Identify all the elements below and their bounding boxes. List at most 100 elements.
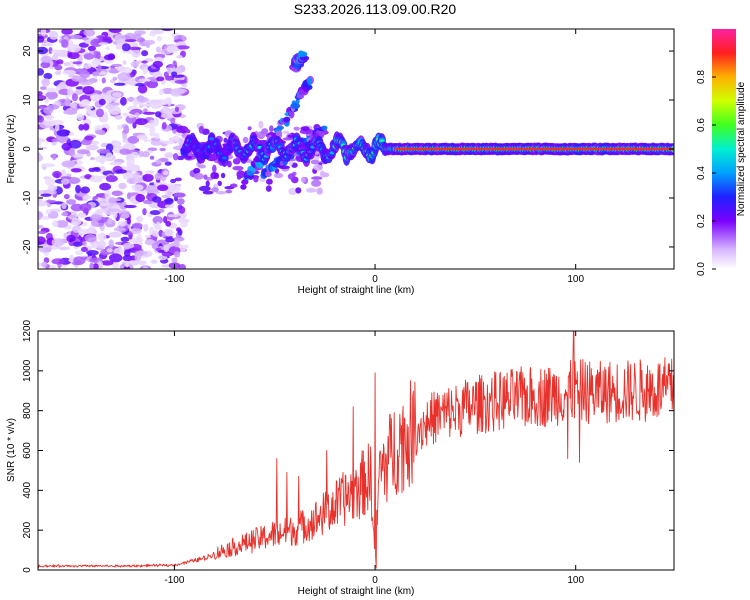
spectrogram-cell bbox=[131, 49, 141, 58]
spectrogram-cell bbox=[132, 172, 141, 179]
spectrogram-cell bbox=[66, 234, 76, 243]
spectrogram-cell bbox=[236, 175, 242, 180]
spectrogram-cell bbox=[163, 244, 169, 253]
spectrogram-cell bbox=[323, 129, 328, 135]
spectrogram-cell bbox=[165, 97, 172, 103]
spectrogram-cell bbox=[143, 124, 156, 128]
spectrogram-cell bbox=[38, 225, 44, 229]
spectrogram-cell bbox=[156, 76, 165, 82]
spectrogram-cell bbox=[153, 117, 159, 126]
x-tick-label: -100 bbox=[164, 575, 184, 586]
spectrogram-cell bbox=[83, 53, 95, 60]
spectrogram-cell bbox=[40, 86, 47, 90]
spectrogram-cell bbox=[98, 98, 106, 106]
spectrogram-cell bbox=[107, 208, 121, 212]
spectrogram-cell bbox=[164, 204, 174, 209]
spectrogram-cell bbox=[319, 170, 325, 177]
spectrogram-cell bbox=[379, 139, 385, 143]
spectrogram-cell bbox=[88, 50, 95, 54]
spectrogram-cell bbox=[61, 202, 67, 210]
spectrogram-cell bbox=[295, 98, 300, 105]
spectrogram-cell bbox=[122, 60, 127, 65]
spectrogram-cell bbox=[159, 147, 166, 152]
spectrogram-cell bbox=[38, 91, 43, 96]
spectrogram-cell bbox=[105, 175, 118, 183]
spectrogram-cell bbox=[149, 155, 155, 160]
spectrogram-cell bbox=[38, 236, 46, 245]
spectrogram-cell bbox=[155, 111, 162, 118]
spectrogram-cell bbox=[211, 187, 219, 193]
spectrogram-cell bbox=[78, 124, 84, 131]
spectrogram-cell bbox=[70, 168, 82, 173]
spectrogram-cell bbox=[93, 50, 99, 59]
spectrogram-cell bbox=[51, 258, 65, 265]
spectrogram-cell bbox=[143, 108, 148, 113]
spectrogram-cell bbox=[131, 184, 144, 191]
snr-line bbox=[38, 331, 674, 569]
spectrogram-cell bbox=[79, 203, 92, 212]
spectrogram-cell bbox=[276, 125, 285, 130]
spectrogram-cell bbox=[167, 64, 175, 68]
colorbar-ticks: 0.0 0.2 0.4 0.6 0.8 bbox=[696, 70, 716, 276]
spectrogram-cell bbox=[148, 99, 162, 104]
spectrogram-cell bbox=[258, 120, 264, 129]
spectrogram-cell bbox=[73, 256, 86, 265]
y-tick-label: 400 bbox=[22, 482, 33, 499]
spectrogram-cell bbox=[61, 160, 76, 168]
colorbar-tick-label: 0.4 bbox=[696, 166, 707, 180]
spectrogram-cell bbox=[41, 163, 56, 168]
spectrogram-cell bbox=[52, 153, 57, 161]
spectrogram-cell bbox=[60, 176, 72, 180]
spectrogram-cell bbox=[41, 261, 48, 268]
spectrogram-cell bbox=[45, 115, 55, 120]
spectrogram-cell bbox=[97, 232, 107, 242]
spectrogram-cell bbox=[40, 43, 54, 47]
spectrogram-cell bbox=[144, 81, 150, 86]
spectrogram-cell bbox=[124, 260, 130, 268]
spectrogram-cell bbox=[122, 131, 127, 141]
spectrogram-cell bbox=[266, 178, 273, 185]
spectrogram-cell bbox=[109, 65, 116, 69]
spectrogram-cell bbox=[63, 194, 70, 200]
spectrogram-cell bbox=[84, 234, 97, 243]
spectrogram-cell bbox=[49, 264, 57, 269]
spectrogram-cell bbox=[290, 102, 301, 109]
spectrogram-cell bbox=[67, 51, 80, 60]
spectrogram-cell bbox=[186, 129, 191, 134]
spectrogram-cell bbox=[123, 249, 131, 257]
spectrogram-cell bbox=[62, 69, 76, 75]
spectrogram-cell bbox=[176, 227, 182, 232]
spectrogram-cell bbox=[210, 171, 218, 180]
spectrogram-cell bbox=[43, 107, 54, 115]
spectrogram-cell bbox=[154, 132, 160, 140]
spectrogram-cell bbox=[142, 266, 148, 269]
spectrogram-cell bbox=[193, 172, 204, 180]
spectrogram-cell bbox=[142, 67, 148, 75]
spectrogram-cell bbox=[96, 148, 111, 154]
spectrogram-cell bbox=[167, 214, 179, 218]
y-tick-label: 800 bbox=[22, 402, 33, 419]
spectrogram-y-ticks: -20 -10 0 10 20 bbox=[22, 45, 674, 254]
spectrogram-cell bbox=[225, 189, 233, 194]
spectrogram-cell bbox=[176, 55, 183, 59]
spectrogram-cell bbox=[45, 87, 58, 93]
spectrogram-cell bbox=[306, 84, 313, 90]
y-tick-label: -20 bbox=[22, 239, 33, 254]
spectrogram-cell bbox=[61, 212, 69, 217]
snr-panel: -100 0 100 0 200 400 600 800 1000 1200 Height of… bbox=[6, 319, 675, 597]
spectrogram-cell bbox=[223, 137, 228, 143]
spectrogram-cell bbox=[180, 220, 188, 228]
spectrogram-cell bbox=[161, 251, 173, 257]
spectrogram-cell bbox=[113, 227, 126, 232]
spectrogram-cell bbox=[67, 87, 74, 96]
spectrogram-cell bbox=[112, 76, 118, 81]
x-tick-label: 100 bbox=[567, 274, 584, 285]
spectrogram-cell bbox=[38, 196, 43, 202]
spectrogram-cell bbox=[246, 171, 255, 176]
colorbar: 0.0 0.2 0.4 0.6 0.8 Normalized spectral ampl… bbox=[696, 29, 747, 276]
spectrogram-cell bbox=[293, 126, 300, 131]
spectrogram-cell bbox=[142, 199, 153, 205]
spectrogram-cell bbox=[127, 135, 140, 144]
spectrogram-cell bbox=[142, 173, 154, 182]
spectrogram-cell bbox=[91, 71, 99, 76]
